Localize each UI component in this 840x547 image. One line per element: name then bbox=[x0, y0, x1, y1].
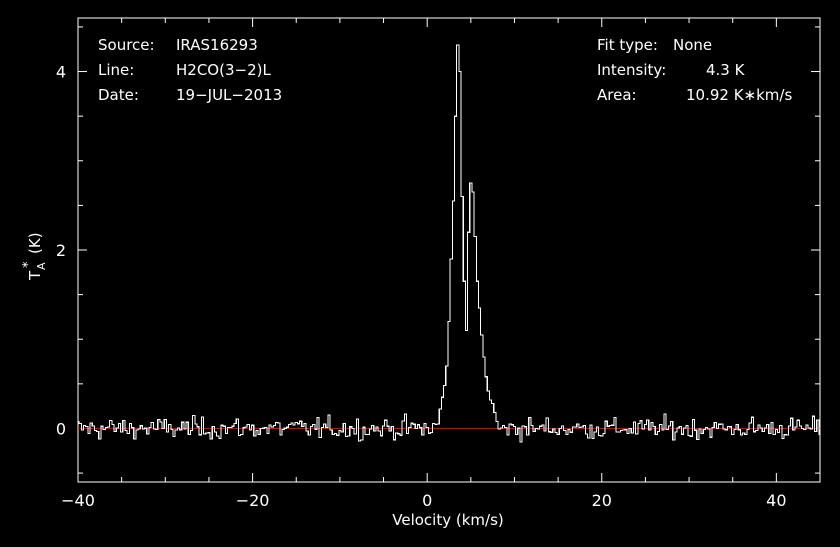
source-label: Source: bbox=[98, 36, 155, 54]
date-value: 19−JUL−2013 bbox=[176, 86, 282, 104]
y-tick-label: 2 bbox=[56, 241, 66, 260]
y-axis-label-symbol: T bbox=[26, 270, 44, 281]
x-tick-label: −20 bbox=[236, 491, 270, 510]
y-tick-label: 0 bbox=[56, 419, 66, 438]
intensity-value: 4.3 K bbox=[706, 61, 746, 79]
y-tick-label: 4 bbox=[56, 63, 66, 82]
x-tick-label: 20 bbox=[592, 491, 612, 510]
intensity-label: Intensity: bbox=[597, 61, 666, 79]
fit-type-label: Fit type: bbox=[597, 36, 658, 54]
x-axis-label: Velocity (km/s) bbox=[392, 511, 503, 529]
x-tick-label: −40 bbox=[61, 491, 95, 510]
axis-ticks bbox=[77, 18, 821, 482]
line-label: Line: bbox=[98, 61, 134, 79]
info-block-right: Fit type: None Intensity: 4.3 K Area: 10… bbox=[597, 36, 792, 104]
x-tick-label: 40 bbox=[766, 491, 786, 510]
date-label: Date: bbox=[98, 86, 139, 104]
fit-type-value: None bbox=[673, 36, 712, 54]
info-block-left: Source: IRAS16293 Line: H2CO(3−2)L Date:… bbox=[98, 36, 282, 104]
spectrum-line bbox=[78, 44, 820, 443]
y-axis-label: T A * (K) bbox=[21, 232, 48, 281]
y-axis-label-superscript: * bbox=[21, 261, 36, 268]
spectrum-series bbox=[78, 44, 820, 443]
x-tick-label: 0 bbox=[422, 491, 432, 510]
area-value: 10.92 K∗km/s bbox=[686, 86, 792, 104]
tick-labels: −40 −20 0 20 40 0 2 4 bbox=[56, 63, 787, 510]
area-label: Area: bbox=[597, 86, 637, 104]
y-axis-label-unit: (K) bbox=[26, 232, 44, 254]
source-value: IRAS16293 bbox=[176, 36, 258, 54]
line-value: H2CO(3−2)L bbox=[176, 61, 271, 79]
y-axis-label-subscript: A bbox=[35, 262, 48, 270]
